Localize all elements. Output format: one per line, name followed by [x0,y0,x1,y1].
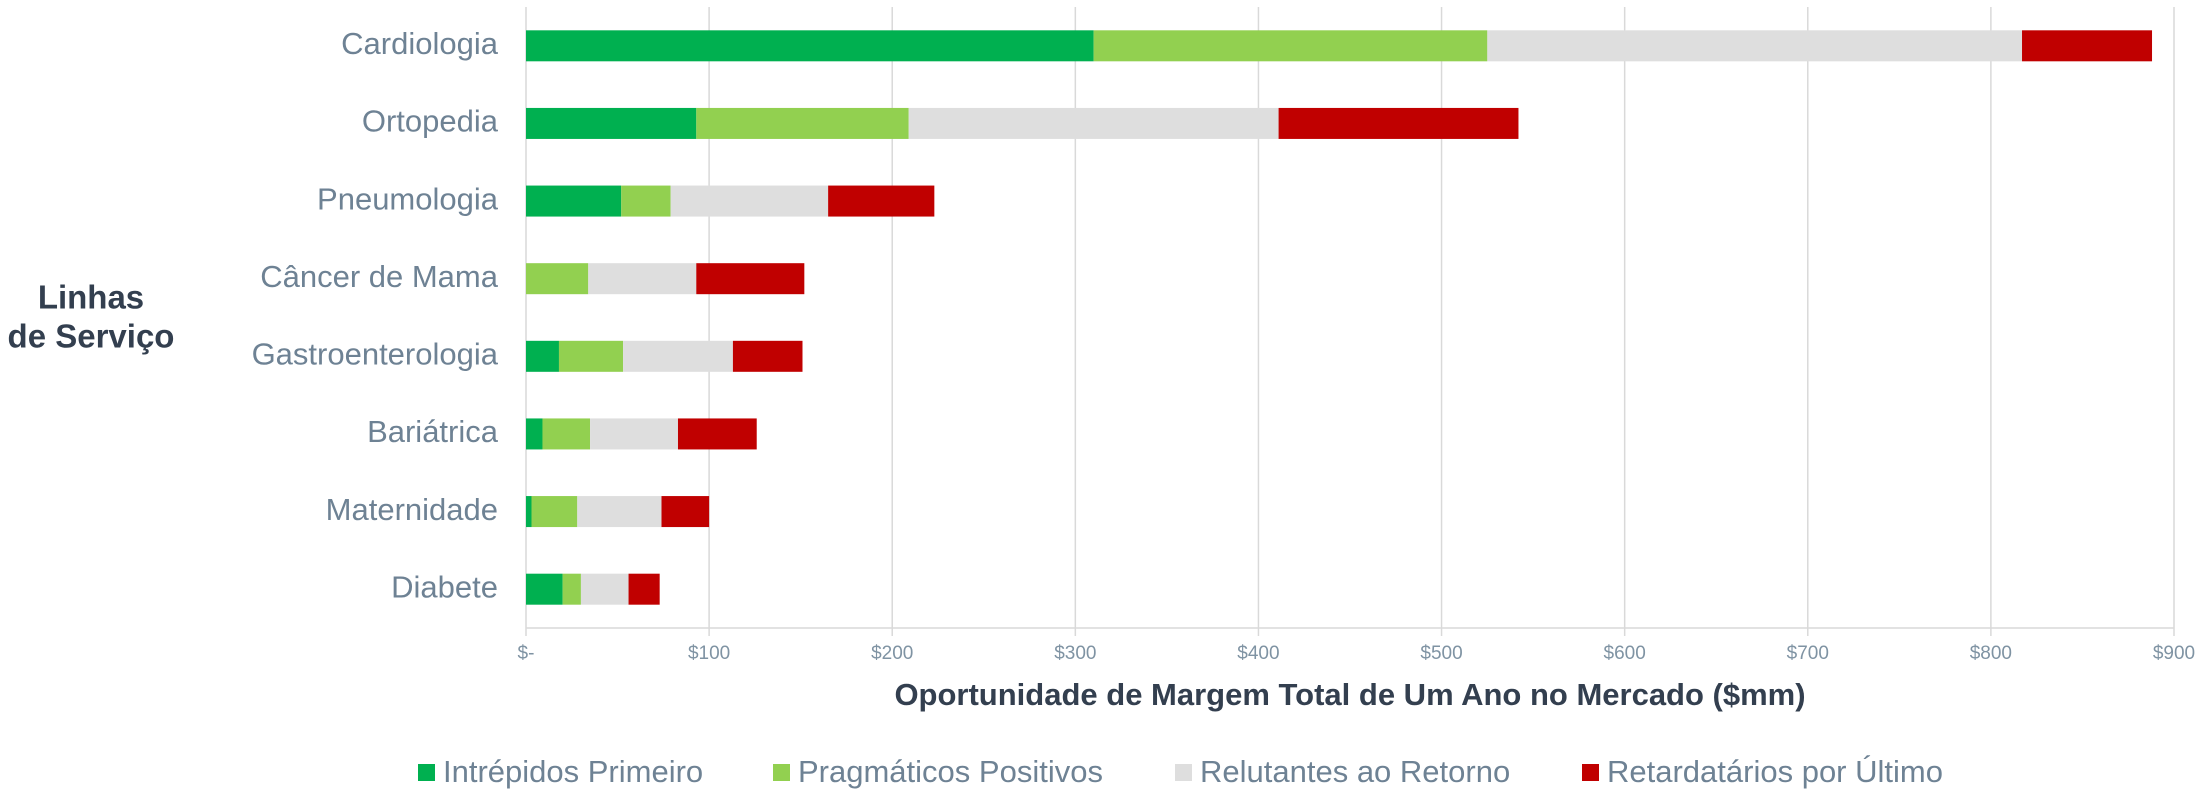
x-tick-label: $900 [2153,643,2195,664]
bar-segment [562,573,581,605]
bar-segment [670,185,829,217]
bar-segment [577,496,662,528]
bar-segment [526,418,543,450]
category-label: Diabete [391,569,498,604]
legend-label: Pragmáticos Positivos [798,754,1103,789]
legend-label: Relutantes ao Retorno [1200,754,1510,789]
bar-segment [526,340,559,372]
legend-label: Intrépidos Primeiro [443,754,703,789]
category-label: Maternidade [326,492,498,527]
legend-swatch [1175,764,1192,781]
x-axis-title: Oportunidade de Margem Total de Um Ano n… [894,677,1805,712]
x-tick-label: $- [518,643,535,664]
bar-segment [623,340,733,372]
bar-segment [580,573,629,605]
category-label: Gastroenterologia [252,337,499,372]
bar-segment [2022,30,2153,62]
bar-segment [1093,30,1488,62]
x-tick-label: $600 [1604,643,1646,664]
bar-segment [588,263,697,295]
bar-segment [531,496,578,528]
legend-swatch [1582,764,1599,781]
bar-segment [677,418,757,450]
bar-segment [1487,30,2023,62]
category-label: Cardiologia [341,26,499,61]
y-axis-title: Linhas [38,279,144,316]
x-tick-label: $700 [1787,643,1829,664]
category-label: Pneumologia [317,181,499,216]
bar-segment [621,185,671,217]
bar-segment [590,418,678,450]
bar-segment [696,263,805,295]
bar-segment [732,340,803,372]
category-label: Ortopedia [362,104,499,139]
bar-segment [1278,107,1519,139]
category-label: Bariátrica [367,414,499,449]
bar-segment [526,107,697,139]
y-axis-title: de Serviço [8,318,175,355]
bar-segment [828,185,935,217]
bar-segment [661,496,710,528]
bar-segment [542,418,591,450]
bar-segment [908,107,1279,139]
x-tick-label: $300 [1054,643,1096,664]
bar-segment [526,263,589,295]
x-tick-label: $100 [688,643,730,664]
legend-swatch [418,764,435,781]
x-tick-label: $800 [1970,643,2012,664]
bar-segment [696,107,909,139]
bar-segment [526,185,622,217]
x-tick-label: $400 [1237,643,1279,664]
bar-segment [628,573,660,605]
bar-segment [526,573,563,605]
x-tick-label: $500 [1420,643,1462,664]
legend-label: Retardatários por Último [1607,754,1943,789]
category-label: Câncer de Mama [260,259,499,294]
bar-segment [558,340,624,372]
bar-segment [526,30,1094,62]
x-tick-label: $200 [871,643,913,664]
bar-segment [526,496,532,528]
legend-swatch [773,764,790,781]
